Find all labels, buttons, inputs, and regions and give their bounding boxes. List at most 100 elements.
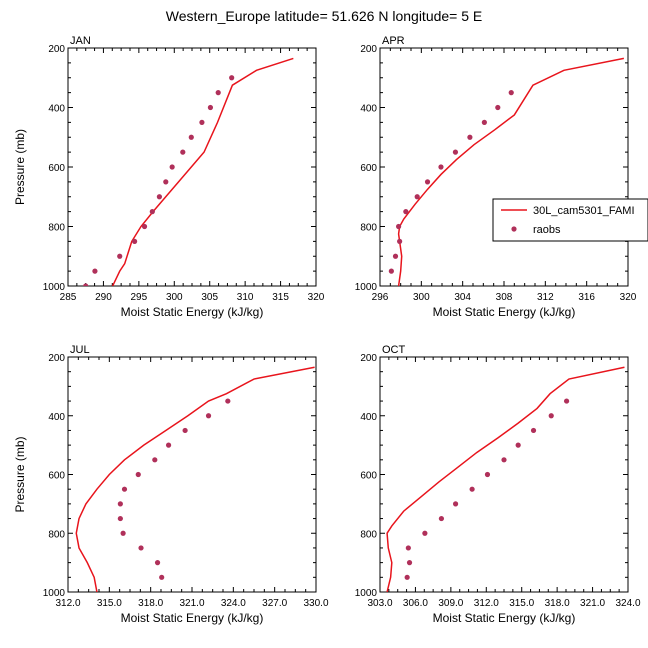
data-point (495, 104, 501, 111)
y-tick-label: 600 (48, 163, 65, 174)
data-point (180, 149, 186, 155)
plot-data (388, 57, 625, 286)
data-point (452, 149, 459, 155)
data-point (530, 427, 537, 434)
panel-title: JAN (70, 35, 91, 47)
data-point (404, 574, 410, 580)
y-tick-label: 400 (48, 412, 65, 423)
data-point (403, 209, 409, 215)
panel-title: JUL (70, 344, 90, 356)
data-point (138, 545, 144, 551)
data-point (156, 194, 163, 200)
data-point (484, 471, 491, 478)
y-tick-label: 800 (48, 529, 65, 540)
x-axis-label: Moist Static Energy (kJ/kg) (121, 611, 264, 625)
data-point (229, 75, 235, 81)
series-line (111, 57, 294, 286)
x-tick-label: 320 (308, 292, 325, 303)
panel-title: OCT (382, 344, 406, 356)
data-point (469, 486, 475, 492)
plot-data (75, 366, 315, 592)
x-tick-label: 315.0 (509, 598, 534, 609)
data-point (392, 253, 399, 259)
data-point (92, 268, 98, 274)
series-line (75, 366, 315, 592)
x-axis-label: Moist Static Energy (kJ/kg) (433, 611, 576, 625)
x-tick-label: 306.0 (403, 598, 428, 609)
data-point (438, 164, 444, 170)
plot-frame (379, 47, 629, 287)
data-point (515, 442, 521, 448)
data-point (182, 427, 188, 434)
x-tick-label: 290 (95, 292, 112, 303)
x-tick-label: 324.0 (615, 598, 640, 609)
x-tick-label: 330.0 (303, 598, 328, 609)
data-point (120, 530, 126, 536)
data-point (388, 268, 394, 274)
y-tick-label: 200 (360, 353, 377, 364)
data-point (481, 119, 487, 125)
data-point (188, 134, 194, 140)
data-point (424, 179, 431, 185)
x-tick-label: 318.0 (138, 598, 163, 609)
data-point (225, 398, 231, 404)
panel-title: APR (382, 35, 405, 47)
data-point (132, 238, 138, 244)
data-point (215, 90, 221, 96)
data-point (159, 574, 165, 580)
x-tick-label: 305 (201, 292, 218, 303)
x-tick-label: 309.0 (438, 598, 463, 609)
data-point (207, 104, 214, 111)
y-tick-label: 600 (360, 163, 377, 174)
y-tick-label: 400 (48, 104, 65, 115)
data-point (397, 238, 403, 244)
x-tick-label: 327.0 (262, 598, 287, 609)
data-point (152, 457, 158, 463)
panel-jul: JUL 312.0 315.0 318.0 321.0 324.0 327.0 330.0 20… (13, 344, 329, 625)
legend-box (492, 198, 648, 242)
panel-jan: JAN 285 290 295 300 305 310 315 320 200 400 600 800 1… (13, 35, 325, 319)
y-tick-label: 800 (360, 529, 377, 540)
data-point (452, 501, 459, 507)
panel-apr: APR 296 300 304 308 312 316 320 200 400 600 800 1000… (355, 35, 637, 319)
x-tick-label: 324.0 (221, 598, 246, 609)
x-tick-label: 312.0 (55, 598, 80, 609)
x-tick-label: 285 (60, 292, 77, 303)
x-tick-label: 315.0 (97, 598, 122, 609)
x-axis-label: Moist Static Energy (kJ/kg) (121, 305, 264, 319)
x-tick-label: 312 (537, 292, 554, 303)
data-point (414, 194, 420, 200)
x-tick-label: 300 (166, 292, 183, 303)
x-tick-label: 321.0 (580, 598, 605, 609)
data-point (154, 560, 161, 566)
x-tick-label: 308 (496, 292, 513, 303)
y-tick-label: 400 (360, 104, 377, 115)
data-point (141, 223, 148, 230)
data-point (406, 560, 413, 566)
plot-data (386, 366, 625, 592)
y-axis-label: Pressure (mb) (13, 436, 27, 512)
y-tick-label: 800 (360, 223, 377, 234)
x-tick-label: 310 (237, 292, 254, 303)
data-point (83, 283, 89, 286)
y-tick-label: 200 (360, 44, 377, 55)
figure-title: Western_Europe latitude= 51.626 N longit… (166, 8, 483, 24)
y-tick-label: 1000 (43, 588, 66, 599)
y-tick-label: 600 (48, 471, 65, 482)
y-axis-label: Pressure (mb) (13, 129, 27, 205)
panels: JAN 285 290 295 300 305 310 315 320 200 400 600 800 1… (13, 35, 641, 625)
x-tick-label: 312.0 (474, 598, 499, 609)
data-point (117, 253, 123, 259)
legend-marker-swatch (511, 226, 517, 232)
data-point (467, 134, 473, 140)
plot-frame (67, 356, 317, 593)
x-tick-label: 321.0 (179, 598, 204, 609)
y-tick-label: 1000 (355, 588, 378, 599)
data-point (199, 119, 205, 125)
x-tick-label: 316 (578, 292, 595, 303)
series-line (397, 57, 625, 286)
data-point (117, 515, 123, 522)
data-point (405, 545, 411, 551)
x-tick-label: 303.0 (367, 598, 392, 609)
panel-oct: OCT 303.0 306.0 309.0 312.0 315.0 318.0 321.0 32… (355, 344, 641, 625)
